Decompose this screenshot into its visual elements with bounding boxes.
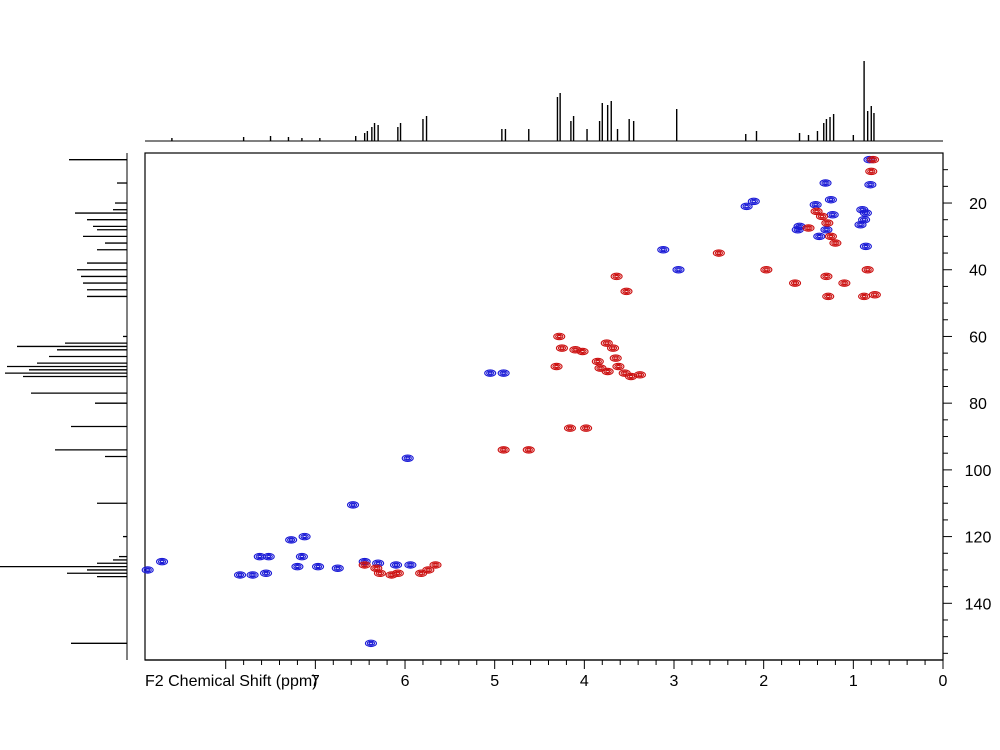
red-contour-peak	[821, 219, 834, 227]
red-contour-peak	[822, 292, 835, 301]
blue-contour-peak	[813, 232, 826, 241]
red-contour-peak	[867, 155, 880, 164]
x-tick-label: 6	[401, 673, 410, 690]
red-contour-peak	[563, 424, 577, 432]
red-contour-peak	[606, 344, 620, 352]
red-contour-peak	[624, 372, 638, 381]
x-tick-label: 7	[311, 673, 320, 690]
red-contour-peak	[633, 371, 646, 379]
red-contour-peak	[422, 566, 435, 574]
blue-contour-peak	[346, 501, 360, 509]
y-axis: 20 40 60 80 100 120 140	[943, 169, 992, 654]
red-contour-peak	[373, 569, 386, 578]
red-contour-peak	[391, 569, 404, 578]
blue-contour-peak	[141, 566, 154, 574]
red-contour-peak	[609, 354, 622, 362]
blue-contour-peak	[262, 552, 275, 561]
blue-contour-peak	[364, 639, 378, 648]
blue-contour-peak	[311, 562, 325, 571]
blue-contour-peak	[233, 571, 247, 579]
blue-contour-peak	[747, 197, 760, 206]
red-contour-peak	[820, 272, 833, 281]
blue-contour-peak	[484, 369, 497, 377]
blue-contour-peak	[298, 532, 311, 541]
blue-contour-peak	[259, 569, 273, 578]
y-tick-label: 20	[969, 196, 987, 213]
red-contour-peak	[612, 362, 625, 371]
red-contour-peak	[497, 446, 510, 454]
blue-contour-peak	[404, 561, 417, 569]
red-contour-peak	[861, 265, 874, 274]
x-tick-label: 2	[759, 673, 768, 690]
red-contour-peak	[865, 167, 878, 176]
red-contour-peak	[555, 344, 568, 352]
blue-contour-peak	[497, 369, 510, 377]
red-contour-peak	[802, 224, 815, 232]
contour-peaks	[141, 155, 881, 648]
plot-frame	[144, 152, 944, 661]
blue-contour-peak	[864, 180, 877, 189]
blue-contour-peak	[390, 561, 403, 569]
blue-contour-peak	[295, 552, 308, 561]
x-tick-label: 1	[849, 673, 858, 690]
blue-contour-peak	[859, 242, 872, 251]
red-contour-peak	[550, 362, 563, 371]
red-contour-peak	[810, 207, 823, 216]
red-contour-peak	[553, 332, 566, 341]
red-contour-peak	[522, 446, 535, 454]
red-contour-peak	[429, 561, 442, 569]
f1-projection-spectrum	[0, 159, 127, 644]
red-contour-peak	[620, 287, 633, 296]
red-contour-peak	[838, 279, 851, 287]
red-contour-peak	[815, 212, 829, 221]
y-tick-label: 140	[965, 596, 992, 613]
y-tick-label: 60	[969, 329, 987, 346]
x-tick-label: 4	[580, 673, 589, 690]
x-tick-label: 0	[939, 673, 948, 690]
blue-contour-peak	[672, 265, 685, 274]
y-tick-label: 40	[969, 263, 987, 280]
blue-contour-peak	[657, 245, 670, 254]
x-axis: 7 6 5 4 3 2 1 0	[145, 659, 948, 690]
x-tick-label: 5	[490, 673, 499, 690]
y-tick-label: 80	[969, 396, 987, 413]
red-contour-peak	[358, 561, 371, 569]
blue-contour-peak	[819, 179, 832, 187]
x-tick-label: 3	[670, 673, 679, 690]
blue-contour-peak	[285, 536, 298, 544]
red-contour-peak	[760, 265, 773, 274]
blue-contour-peak	[331, 564, 344, 573]
red-contour-peak	[829, 239, 842, 247]
x-axis-label: F2 Chemical Shift (ppm)	[145, 673, 318, 690]
red-contour-peak	[610, 272, 623, 281]
blue-contour-peak	[740, 202, 753, 211]
y-tick-label: 100	[965, 463, 992, 480]
blue-contour-peak	[401, 454, 414, 462]
red-contour-peak	[576, 347, 589, 356]
blue-contour-peak	[858, 215, 871, 224]
red-contour-peak	[868, 291, 881, 299]
blue-contour-peak	[291, 562, 304, 571]
red-contour-peak	[601, 367, 614, 376]
red-contour-peak	[591, 357, 604, 366]
red-contour-peak	[370, 564, 383, 573]
red-contour-peak	[712, 249, 725, 257]
red-contour-peak	[789, 279, 802, 287]
y-tick-label: 120	[965, 530, 992, 547]
red-contour-peak	[600, 339, 613, 347]
blue-contour-peak	[155, 557, 169, 566]
red-contour-peak	[580, 424, 593, 432]
f2-projection-spectrum	[145, 61, 943, 142]
red-contour-peak	[824, 232, 837, 241]
blue-contour-peak	[246, 571, 259, 579]
blue-contour-peak	[824, 195, 837, 204]
